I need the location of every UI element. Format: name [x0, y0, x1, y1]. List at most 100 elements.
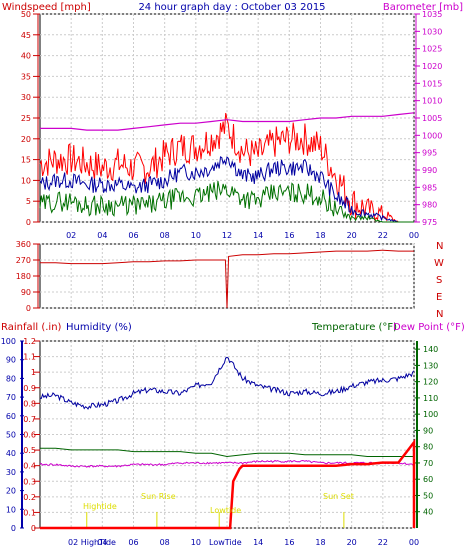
rain-y-tick-label: 0	[31, 524, 36, 533]
wind-x-tick-label: 20	[347, 231, 357, 240]
wind-y-tick-label: 50	[21, 10, 31, 19]
rain-y-tick-label: 0.4	[23, 462, 36, 471]
climate-x-tick-label: 14	[253, 538, 263, 547]
wind-x-tick-label: 14	[253, 231, 263, 240]
climate-x-tick-label: 16	[284, 538, 294, 547]
humidity-y-tick-label: 60	[6, 412, 16, 421]
temperature-y-tick-label: 140	[423, 345, 438, 354]
wind-y-tick-label: 20	[21, 135, 31, 144]
humidity-y-tick-label: 20	[6, 487, 16, 496]
direction-y-tick-label: 270	[16, 256, 31, 265]
climate-x-tick-label: 06	[128, 538, 138, 547]
wind-low-series	[39, 180, 414, 223]
barometer-y-tick-label: 1010	[422, 97, 442, 106]
humidity-y-tick-label: 70	[6, 393, 16, 402]
barometer-y-tick-label: 990	[422, 166, 437, 175]
barometer-y-tick-label: 1000	[422, 131, 442, 140]
humidity-series	[39, 356, 415, 410]
wind-x-tick-label: 12	[222, 231, 232, 240]
wind-y-tick-label: 40	[21, 52, 31, 61]
wind-y-tick-label: 35	[21, 72, 31, 81]
temperature-y-tick-label: 80	[423, 443, 433, 452]
temperature-y-tick-label: 70	[423, 459, 433, 468]
climate-x-tick-label: 00	[409, 538, 419, 547]
rain-y-tick-label: 0.7	[23, 415, 36, 424]
temperature-y-tick-label: 90	[423, 426, 433, 435]
climate-x-tick-label: 04	[97, 538, 107, 547]
wind-y-tick-label: 0	[26, 218, 31, 227]
temperature-y-tick-label: 40	[423, 508, 433, 517]
climate-x-tick-label: 20	[347, 538, 357, 547]
chart-title: 24 hour graph day : October 03 2015	[138, 2, 325, 13]
rain-y-tick-label: 0.6	[23, 431, 36, 440]
compass-e: E	[436, 292, 442, 303]
wind-direction-series	[40, 249, 414, 309]
hightide-label: Hightide	[83, 502, 117, 511]
rainfall-axis-title: Rainfall (.in)	[1, 322, 62, 333]
temperature-y-tick-label: 110	[423, 394, 438, 403]
temperature-y-tick-label: 60	[423, 475, 433, 484]
dewpoint-axis-title: Dew Point (°F)	[393, 322, 465, 333]
barometer-y-tick-label: 1035	[422, 10, 442, 19]
humidity-axis-title: Humidity (%)	[66, 322, 132, 333]
rain-y-tick-label: 0.1	[23, 508, 36, 517]
bottom-lowtide-label: LowTide	[209, 538, 242, 547]
compass-s: S	[436, 275, 442, 286]
barometer-series	[40, 112, 415, 131]
temperature-series	[40, 447, 414, 458]
bottom-hightide-label: 02 HighTide	[68, 538, 116, 547]
wind-x-tick-label: 16	[284, 231, 294, 240]
wind-y-tick-label: 5	[26, 197, 31, 206]
humidity-y-tick-label: 10	[6, 505, 16, 514]
barometer-axis-title: Barometer [mb]	[383, 2, 463, 13]
humidity-y-tick-label: 100	[1, 337, 16, 346]
wind-x-tick-label: 10	[191, 231, 201, 240]
wind-x-tick-label: 08	[160, 231, 170, 240]
rain-y-tick-label: 0.2	[23, 493, 36, 502]
humidity-y-tick-label: 80	[6, 374, 16, 383]
wind-x-tick-label: 22	[378, 231, 388, 240]
barometer-y-tick-label: 985	[422, 183, 437, 192]
humidity-y-tick-label: 50	[6, 431, 16, 440]
rain-y-tick-label: 1.2	[23, 337, 36, 346]
direction-y-tick-label: 0	[26, 304, 31, 313]
wind-y-tick-label: 10	[21, 176, 31, 185]
windspeed-axis-title: Windspeed [mph]	[2, 2, 91, 13]
direction-y-tick-label: 360	[16, 240, 31, 249]
barometer-y-tick-label: 995	[422, 149, 437, 158]
rain-y-tick-label: 0.5	[23, 446, 36, 455]
humidity-y-tick-label: 40	[6, 449, 16, 458]
rain-y-tick-label: 0.8	[23, 399, 36, 408]
barometer-y-tick-label: 1005	[422, 114, 442, 123]
compass-w: W	[434, 258, 444, 269]
wind-y-tick-label: 45	[21, 31, 31, 40]
temperature-y-tick-label: 130	[423, 361, 438, 370]
rain-y-tick-label: 1	[31, 368, 36, 377]
climate-x-tick-label: 18	[315, 538, 325, 547]
barometer-y-tick-label: 1025	[422, 45, 442, 54]
humidity-y-tick-label: 30	[6, 468, 16, 477]
barometer-y-tick-label: 1020	[422, 62, 442, 71]
barometer-y-tick-label: 975	[422, 218, 437, 227]
climate-x-tick-label: 10	[191, 538, 201, 547]
climate-x-tick-label: 08	[160, 538, 170, 547]
wind-x-tick-label: 04	[97, 231, 107, 240]
rain-y-tick-label: 1.1	[23, 353, 36, 362]
wind-y-tick-label: 15	[21, 156, 31, 165]
sunset-label: Sun Set	[323, 492, 354, 501]
direction-y-tick-label: 90	[21, 288, 31, 297]
wind-average-series	[39, 156, 414, 223]
direction-y-tick-label: 180	[16, 272, 31, 281]
wind-y-tick-label: 30	[21, 93, 31, 102]
compass-n-bottom: N	[436, 309, 443, 320]
lowtide-label: Lowtide	[210, 506, 241, 515]
rainfall-series	[40, 438, 416, 530]
humidity-y-tick-label: 90	[6, 356, 16, 365]
rain-y-tick-label: 0.3	[23, 477, 36, 486]
barometer-y-tick-label: 980	[422, 201, 437, 210]
temperature-axis-title: Temperature (°F)	[311, 322, 397, 333]
sunrise-label: Sun Rise	[141, 492, 176, 501]
humidity-y-tick-label: 0	[11, 524, 16, 533]
barometer-y-tick-label: 1015	[422, 79, 442, 88]
